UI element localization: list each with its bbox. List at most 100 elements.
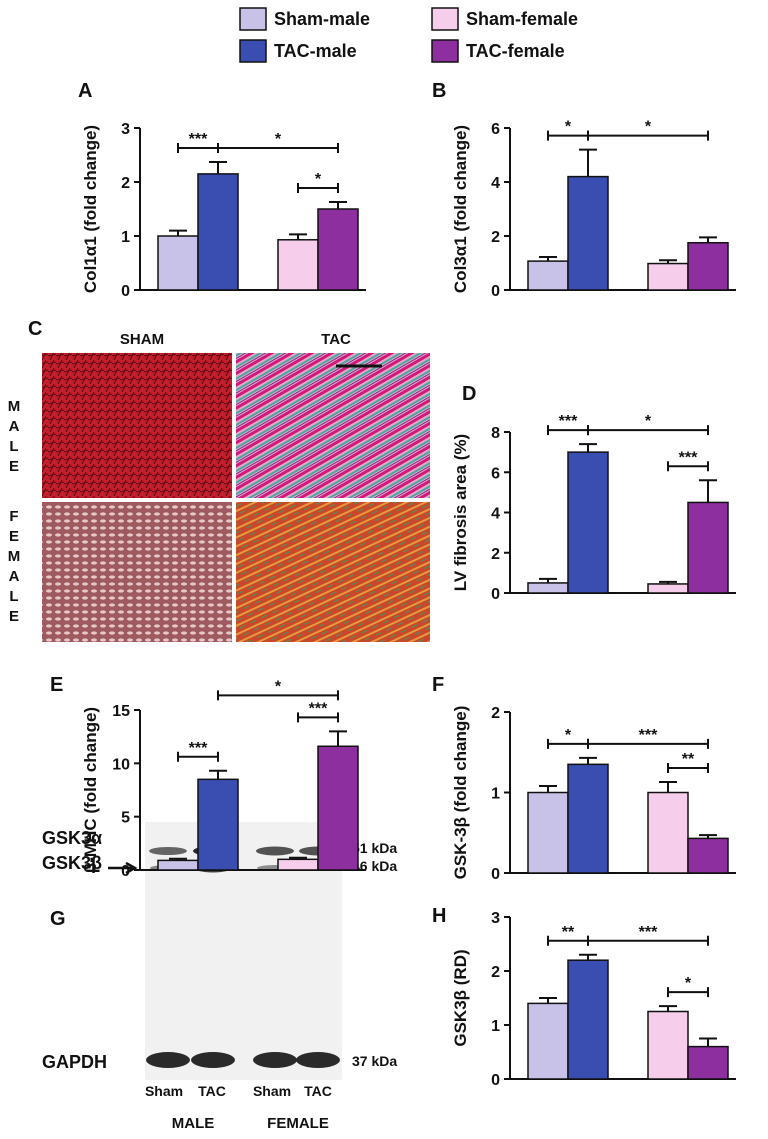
band-label: GSK3β — [42, 853, 102, 873]
error-bar — [289, 856, 307, 860]
panel-letter: F — [432, 674, 444, 696]
bar — [197, 778, 239, 871]
panel-letter: C — [28, 318, 42, 340]
column-label: SHAM — [120, 331, 164, 348]
significance-label: *** — [309, 700, 328, 717]
significance-bracket — [587, 935, 709, 946]
error-bar — [699, 1037, 717, 1047]
y-tick-label: 15 — [112, 703, 130, 720]
bar — [687, 242, 729, 291]
panel-letter: B — [432, 80, 446, 102]
y-tick-label: 2 — [491, 229, 500, 246]
legend-swatch — [431, 7, 459, 31]
significance-bracket — [667, 763, 709, 774]
bar — [527, 582, 569, 594]
bar — [527, 791, 569, 874]
y-tick-label: 0 — [121, 283, 130, 300]
legend-swatch — [239, 39, 267, 63]
panel-letter: G — [50, 908, 66, 930]
error-bar — [209, 161, 227, 174]
y-tick-label: 5 — [121, 810, 130, 827]
row-label: MALE — [6, 398, 23, 478]
error-bar — [539, 577, 557, 583]
y-tick-label: 8 — [491, 425, 500, 442]
lane-label: Sham — [253, 1083, 291, 1099]
significance-bracket — [177, 751, 219, 762]
lane-label: TAC — [304, 1083, 332, 1099]
significance-bracket — [667, 461, 709, 472]
histology-image — [42, 502, 232, 642]
bar — [157, 859, 199, 871]
lane-label: Sham — [145, 1083, 183, 1099]
band-label: GAPDH — [42, 1052, 107, 1072]
significance-label: * — [275, 131, 282, 148]
bar — [687, 1045, 729, 1080]
error-bar — [699, 236, 717, 243]
bar — [277, 239, 319, 291]
y-tick-label: 4 — [491, 506, 500, 523]
significance-label: *** — [559, 413, 578, 430]
error-bar — [659, 259, 677, 264]
error-bar — [699, 479, 717, 503]
error-bar — [579, 443, 597, 453]
panel-letter: A — [78, 80, 92, 102]
bar — [527, 1002, 569, 1080]
error-bar — [659, 781, 677, 793]
y-tick-label: 4 — [491, 175, 500, 192]
bar — [647, 1010, 689, 1080]
significance-label: * — [565, 119, 572, 136]
histology-image — [236, 502, 430, 642]
significance-label: *** — [189, 131, 208, 148]
y-tick-label: 2 — [491, 964, 500, 981]
significance-bracket — [667, 987, 709, 998]
y-tick-label: 2 — [491, 705, 500, 722]
significance-bracket — [297, 712, 339, 723]
bar — [157, 235, 199, 291]
band-label: GSK3α — [42, 828, 102, 848]
y-axis-label: GSK-3β (fold change) — [451, 706, 470, 880]
bar — [317, 208, 359, 291]
y-tick-label: 0 — [491, 866, 500, 883]
panel-letter: E — [50, 674, 63, 696]
size-label: 51 kDa — [352, 840, 397, 856]
error-bar — [539, 785, 557, 793]
error-bar — [699, 834, 717, 839]
significance-bracket — [587, 130, 709, 141]
significance-label: * — [645, 413, 652, 430]
significance-label: * — [685, 975, 692, 992]
legend-label: Sham-female — [466, 9, 578, 29]
significance-bracket — [217, 143, 339, 154]
error-bar — [539, 997, 557, 1004]
group-label: MALE — [172, 1115, 215, 1132]
significance-label: ** — [562, 924, 575, 941]
group-label: FEMALE — [267, 1115, 329, 1132]
y-tick-label: 3 — [121, 121, 130, 138]
column-label: TAC — [321, 331, 351, 348]
significance-bracket — [217, 690, 339, 701]
y-tick-label: 1 — [491, 1018, 500, 1035]
error-bar — [329, 730, 347, 747]
significance-label: *** — [189, 740, 208, 757]
y-tick-label: 2 — [121, 175, 130, 192]
legend-label: TAC-female — [466, 41, 565, 61]
y-tick-label: 3 — [491, 910, 500, 927]
y-tick-label: 1 — [121, 229, 130, 246]
histology-image — [236, 353, 430, 498]
y-axis-label: β-MHC (fold change) — [81, 707, 100, 873]
error-bar — [289, 233, 307, 240]
y-axis-label: GSK3β (RD) — [451, 949, 470, 1046]
significance-label: * — [315, 171, 322, 188]
significance-bracket — [587, 738, 709, 749]
error-bar — [579, 953, 597, 961]
significance-bracket — [587, 425, 709, 436]
error-bar — [169, 229, 187, 236]
y-tick-label: 0 — [491, 1072, 500, 1089]
row-label: FEMALE — [6, 508, 23, 628]
bar — [197, 173, 239, 291]
bar — [647, 791, 689, 874]
significance-label: * — [565, 727, 572, 744]
y-tick-label: 10 — [112, 756, 130, 773]
significance-label: * — [275, 678, 282, 695]
panel-letter: H — [432, 905, 446, 927]
